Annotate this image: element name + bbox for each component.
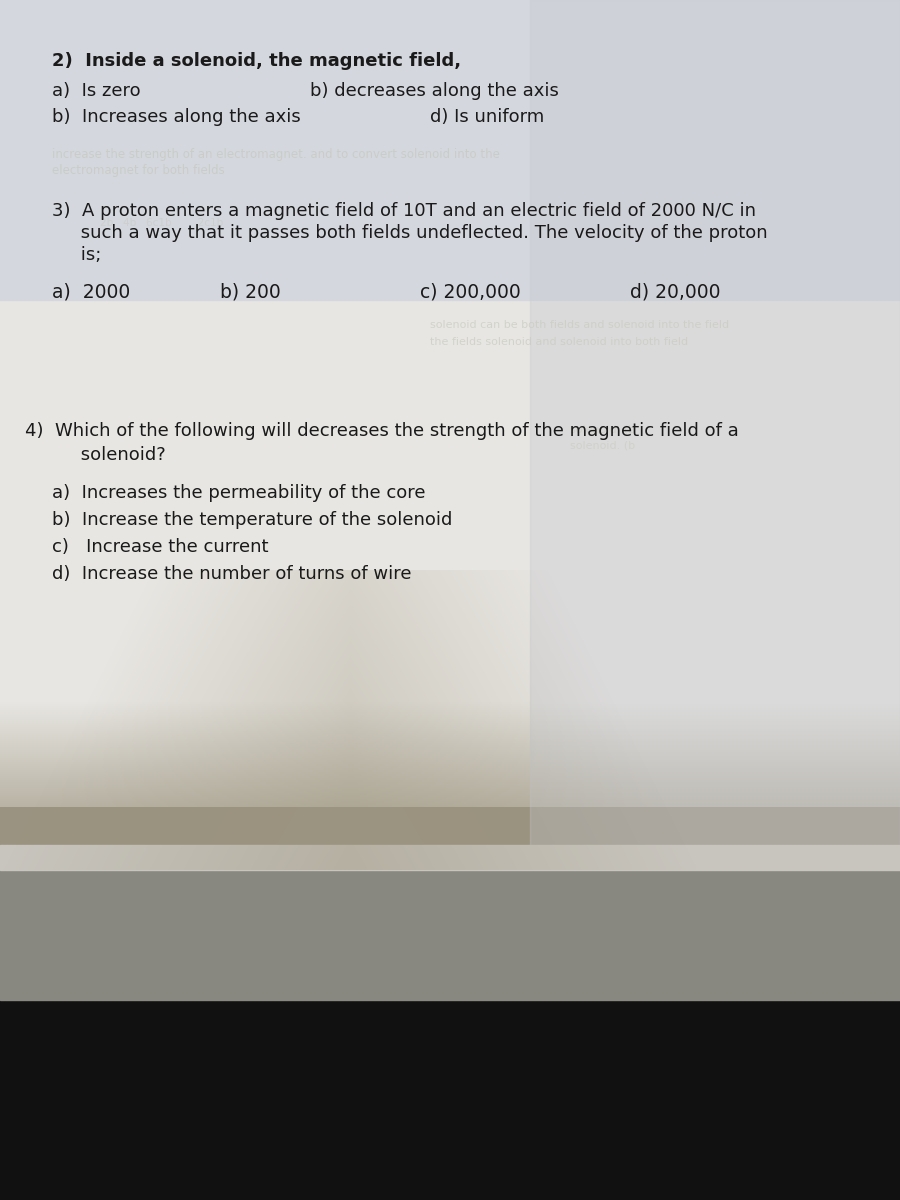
Text: increase the strength of an electromagnet. and to convert solenoid into the: increase the strength of an electromagne…: [52, 148, 500, 161]
Text: 3)  A proton enters a magnetic field of 10T and an electric field of 2000 N/C in: 3) A proton enters a magnetic field of 1…: [52, 202, 756, 220]
Text: c)   Increase the current: c) Increase the current: [52, 538, 268, 556]
Bar: [0, 0, 900, 850]
Bar: [0, 845, 900, 870]
Text: a)  Is zero: a) Is zero: [52, 82, 140, 100]
Text: d) Is uniform: d) Is uniform: [430, 108, 544, 126]
Text: solenoid?: solenoid?: [52, 446, 166, 464]
Text: d) 20,000: d) 20,000: [630, 282, 721, 301]
Text: b)  Increase the temperature of the solenoid: b) Increase the temperature of the solen…: [52, 511, 453, 529]
Bar: [0, 0, 900, 300]
Text: electromagnet for both fields: electromagnet for both fields: [52, 164, 225, 176]
Text: 2b   4b   6c1b        2c1b: 2b 4b 6c1b 2c1b: [100, 218, 223, 228]
Text: is;: is;: [52, 246, 102, 264]
Text: the fields solenoid and solenoid into both field: the fields solenoid and solenoid into bo…: [430, 337, 688, 347]
Text: c) 200,000: c) 200,000: [420, 282, 521, 301]
Text: solenoid can be both fields and solenoid into the field: solenoid can be both fields and solenoid…: [430, 320, 729, 330]
Text: solenoid. (b: solenoid. (b: [570, 424, 635, 434]
Text: d)  Increase the number of turns of wire: d) Increase the number of turns of wire: [52, 565, 411, 583]
Bar: [0, 980, 900, 1200]
Text: b)  Increases along the axis: b) Increases along the axis: [52, 108, 301, 126]
Bar: [0, 0, 900, 870]
Text: a)  2000: a) 2000: [52, 282, 130, 301]
Bar: [0, 850, 900, 1000]
Text: 4)  Which of the following will decreases the strength of the magnetic field of : 4) Which of the following will decreases…: [25, 422, 739, 440]
Text: such a way that it passes both fields undeflected. The velocity of the proton: such a way that it passes both fields un…: [52, 224, 768, 242]
Bar: [0, 0, 900, 850]
Bar: [530, 0, 900, 870]
Text: 2)  Inside a solenoid, the magnetic field,: 2) Inside a solenoid, the magnetic field…: [52, 52, 461, 70]
Text: solenoid. (b: solenoid. (b: [570, 440, 635, 450]
Text: b) decreases along the axis: b) decreases along the axis: [310, 82, 559, 100]
Text: a)  Increases the permeability of the core: a) Increases the permeability of the cor…: [52, 484, 426, 502]
Text: b) 200: b) 200: [220, 282, 281, 301]
